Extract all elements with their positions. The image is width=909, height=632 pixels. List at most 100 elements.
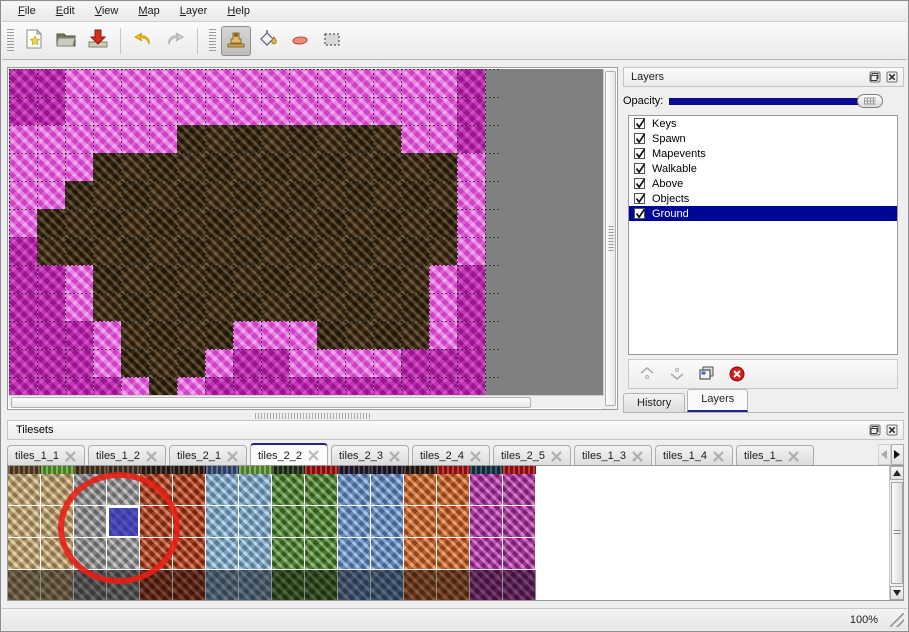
map-tile[interactable] [429,209,457,237]
tileset-tab[interactable]: tiles_1_1 [7,445,85,466]
layer-list[interactable]: Keys Spawn Mapevents Walkable Above Objects Gr… [628,115,898,355]
map-tile[interactable] [233,321,261,349]
layer-row[interactable]: Objects [629,191,897,206]
map-horizontal-scrollbar[interactable] [9,395,604,408]
map-tile[interactable] [373,97,401,125]
map-tile[interactable] [37,97,65,125]
palette-tile[interactable] [437,474,470,506]
layers-float-button[interactable] [868,70,882,84]
map-tile[interactable] [457,125,485,153]
map-tile[interactable] [457,321,485,349]
map-tile[interactable] [345,321,373,349]
palette-tile[interactable] [503,466,536,474]
tileset-tab-close-icon[interactable] [227,450,238,462]
map-tile[interactable] [93,209,121,237]
palette-tile[interactable] [206,570,239,600]
palette-tile[interactable] [338,466,371,474]
map-tile[interactable] [205,293,233,321]
map-tile[interactable] [289,209,317,237]
dock-tab-layers[interactable]: Layers [687,389,749,412]
map-tile[interactable] [261,153,289,181]
tileset-tab-bar[interactable]: tiles_1_1 tiles_1_2 tiles_2_1 tiles_2_2 tile… [7,443,904,466]
map-tile[interactable] [177,125,205,153]
layer-visibility-checkbox[interactable] [634,148,646,159]
map-tile[interactable] [289,125,317,153]
palette-tile[interactable] [503,474,536,506]
palette-tile[interactable] [338,474,371,506]
palette-tile[interactable] [173,506,206,538]
tilesets-float-button[interactable] [868,423,882,437]
new-file-button[interactable] [19,26,49,56]
map-tile[interactable] [65,293,93,321]
palette-tile[interactable] [437,570,470,600]
map-tile[interactable] [65,349,93,377]
palette-tile[interactable] [107,538,140,570]
map-tile[interactable] [177,265,205,293]
map-tile[interactable] [429,97,457,125]
map-tile[interactable] [205,265,233,293]
map-tile[interactable] [205,209,233,237]
map-tile[interactable] [317,265,345,293]
tileset-tab[interactable]: tiles_1_4 [655,445,733,466]
map-tile[interactable] [37,209,65,237]
map-tile[interactable] [9,181,37,209]
map-tile[interactable] [345,69,373,97]
map-tile[interactable] [93,237,121,265]
map-tile[interactable] [149,181,177,209]
palette-scroll-thumb[interactable] [891,482,903,584]
map-tile[interactable] [93,265,121,293]
map-tile[interactable] [233,153,261,181]
layer-row[interactable]: Spawn [629,131,897,146]
map-tile[interactable] [37,265,65,293]
map-horizontal-scroll-thumb[interactable] [11,397,531,408]
palette-tile[interactable] [74,466,107,474]
map-vertical-scrollbar[interactable] [603,69,616,409]
map-tile[interactable] [233,125,261,153]
palette-tile[interactable] [470,474,503,506]
map-tile[interactable] [9,209,37,237]
map-tile[interactable] [345,377,373,395]
map-tile[interactable] [457,377,485,395]
palette-tile[interactable] [140,570,173,600]
map-tile[interactable] [401,265,429,293]
map-tile[interactable] [401,321,429,349]
layer-visibility-checkbox[interactable] [634,193,646,204]
layer-visibility-checkbox[interactable] [634,208,646,219]
palette-tile[interactable] [437,466,470,474]
map-tile[interactable] [93,181,121,209]
map-tile[interactable] [121,237,149,265]
map-tile[interactable] [261,237,289,265]
delete-layer-button[interactable] [727,364,747,384]
map-tile[interactable] [93,69,121,97]
map-tile[interactable] [261,265,289,293]
map-tile[interactable] [205,349,233,377]
fill-tool-button[interactable] [253,26,283,56]
map-tile[interactable] [317,237,345,265]
map-tile[interactable] [317,209,345,237]
menu-map[interactable]: Map [128,2,169,21]
map-tile[interactable] [37,293,65,321]
palette-tile[interactable] [74,570,107,600]
map-tile[interactable] [373,181,401,209]
palette-tile[interactable] [41,570,74,600]
palette-scroll-up-button[interactable] [890,466,903,480]
palette-tile[interactable] [371,506,404,538]
map-tile[interactable] [205,181,233,209]
map-tile[interactable] [149,97,177,125]
map-tile[interactable] [9,265,37,293]
map-tile[interactable] [65,209,93,237]
palette-tile[interactable] [8,474,41,506]
map-vertical-scroll-thumb[interactable] [605,71,616,406]
tileset-tab-close-icon[interactable] [788,450,799,462]
map-tile[interactable] [457,153,485,181]
map-tile[interactable] [177,377,205,395]
map-tile[interactable] [429,153,457,181]
map-tile[interactable] [93,349,121,377]
map-tile[interactable] [149,349,177,377]
tileset-tabs-scroll-right-button[interactable] [891,444,904,465]
palette-tile[interactable] [206,474,239,506]
map-tile[interactable] [149,377,177,395]
palette-tile[interactable] [107,570,140,600]
map-tile[interactable] [205,153,233,181]
map-tile[interactable] [345,293,373,321]
